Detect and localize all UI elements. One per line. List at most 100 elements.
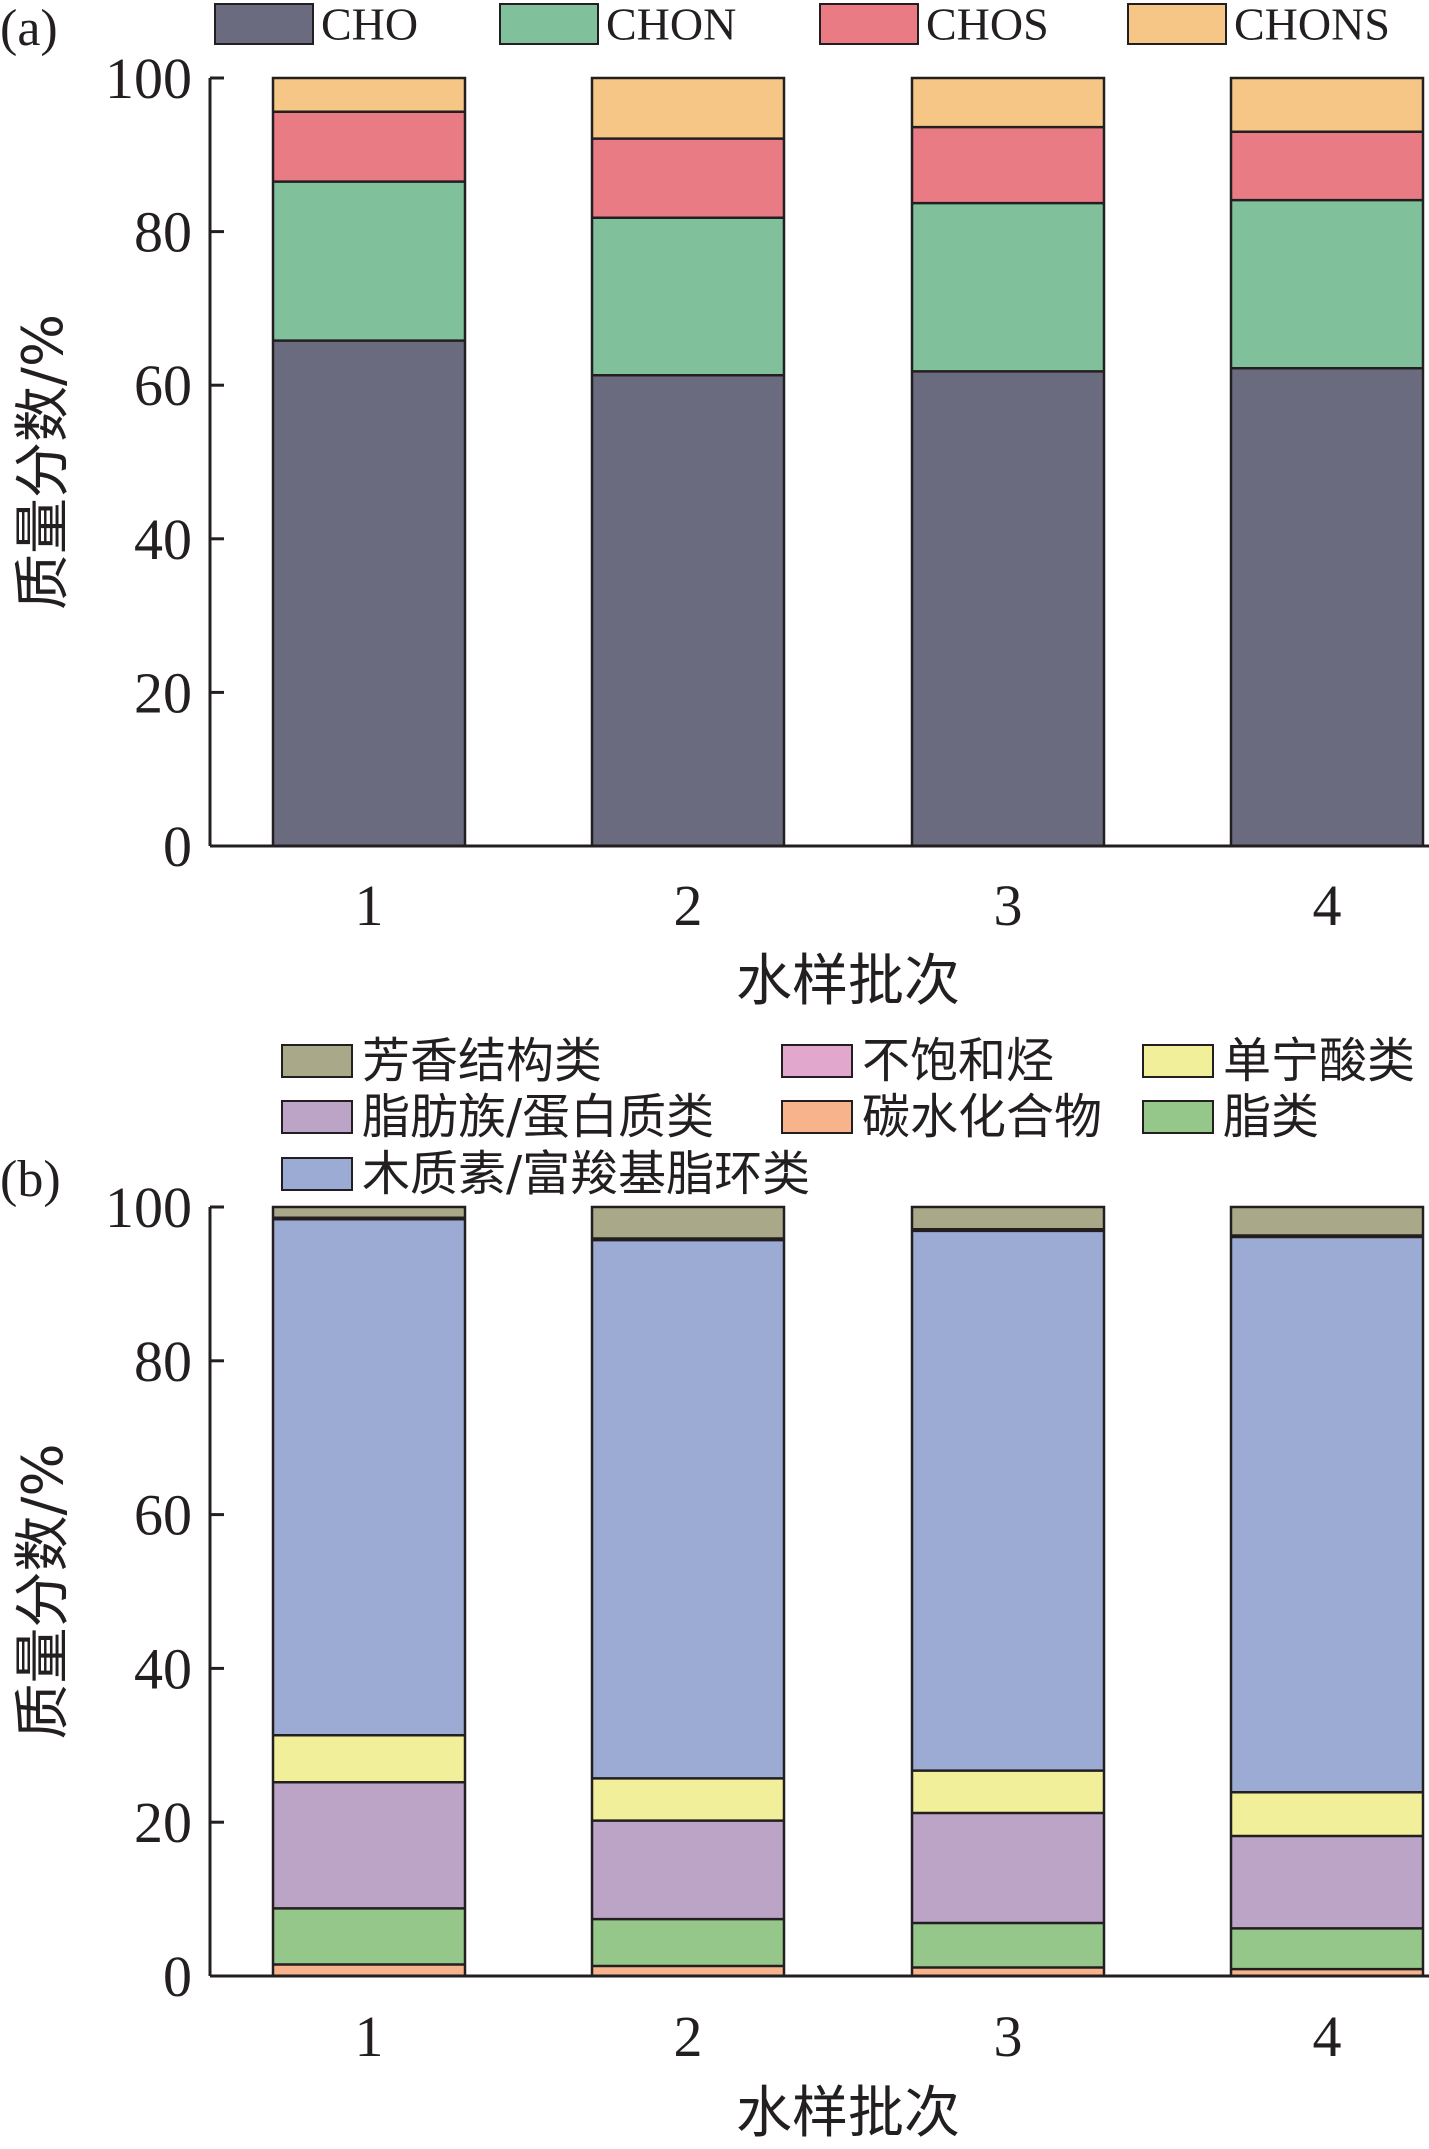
bar-segment (592, 138, 784, 218)
bar-segment (273, 1964, 465, 1976)
legend-swatch (499, 3, 599, 45)
legend-swatch (214, 3, 314, 45)
legend-swatch (281, 1157, 353, 1191)
y-tick-label: 60 (134, 353, 192, 418)
legend-label: CHON (606, 0, 736, 50)
legend-label: CHONS (1234, 0, 1390, 50)
bar-segment (912, 78, 1104, 128)
bar-segment (273, 111, 465, 182)
bar-segment (912, 1967, 1104, 1976)
x-axis-title: 水样批次 (736, 2081, 960, 2144)
bar-segment (273, 181, 465, 341)
legend-item: 木质素/富羧基脂环类 (281, 1146, 810, 1202)
x-tick-label: 2 (674, 2004, 703, 2069)
bar-segment (912, 1230, 1104, 1771)
bar-segment (592, 375, 784, 846)
legend-item: 单宁酸类 (1142, 1033, 1415, 1089)
bar-segment (273, 78, 465, 112)
legend-item: 脂肪族/蛋白质类 (281, 1089, 714, 1145)
legend-label: 单宁酸类 (1223, 1033, 1415, 1089)
legend-swatch (281, 1044, 353, 1078)
legend-swatch (1142, 1100, 1214, 1134)
legend-item: 脂类 (1142, 1089, 1319, 1145)
legend-swatch (781, 1100, 853, 1134)
bar-segment (912, 371, 1104, 846)
legend-item: 碳水化合物 (781, 1089, 1102, 1145)
x-tick-label: 3 (994, 873, 1023, 938)
x-tick-label: 1 (355, 2004, 384, 2069)
legend-item: CHO (214, 0, 418, 50)
bar-segment (273, 1219, 465, 1736)
bar-segment (1231, 1928, 1423, 1970)
y-tick-label: 60 (134, 1483, 192, 1548)
y-tick-label: 40 (134, 1636, 192, 1701)
bar-segment (1231, 1236, 1423, 1793)
bar-segment (1231, 1836, 1423, 1929)
bar-segment (273, 1207, 465, 1218)
y-tick-label: 20 (134, 660, 192, 725)
y-axis-title: 质量分数/% (11, 1443, 76, 1739)
x-axis-title: 水样批次 (736, 949, 960, 1014)
legend-item: 芳香结构类 (281, 1033, 602, 1089)
bar-segment (273, 340, 465, 846)
legend-item: CHONS (1127, 0, 1390, 50)
bar-segment (1231, 131, 1423, 201)
bar-segment (273, 1735, 465, 1783)
legend-label: 脂肪族/蛋白质类 (362, 1089, 714, 1145)
y-tick-label: 80 (134, 1329, 192, 1394)
legend-swatch (1142, 1044, 1214, 1078)
legend-label: CHOS (926, 0, 1049, 50)
legend-label: 芳香结构类 (362, 1033, 602, 1089)
y-tick-label: 0 (163, 814, 192, 879)
bar-segment (592, 1919, 784, 1967)
bar-segment (1231, 1792, 1423, 1837)
bar-segment (592, 1207, 784, 1239)
bar-segment (592, 1778, 784, 1821)
legend-item: CHOS (819, 0, 1049, 50)
bar-segment (912, 1922, 1104, 1968)
chart-panel-b: (b) 0 20 40 60 80 100 1 2 3 4 水样批次 质量分数/% 芳香结构类 不饱和烃 单宁… (0, 1033, 1429, 2146)
bar-segment (1231, 78, 1423, 132)
bar-segment (592, 1966, 784, 1976)
legend-label: 不饱和烃 (862, 1033, 1054, 1089)
bar-segment (1231, 1969, 1423, 1976)
bar-segment (1231, 200, 1423, 369)
legend-item: 不饱和烃 (781, 1033, 1054, 1089)
bar-segment (592, 217, 784, 376)
x-tick-label: 4 (1313, 873, 1342, 938)
chart-panel-a: (a) 0 20 40 60 80 100 1 2 3 4 水样批次 质量分数/% CHO CHON CHOS… (0, 0, 1429, 1014)
legend-swatch (281, 1100, 353, 1134)
y-tick-label: 20 (134, 1790, 192, 1855)
bar-segment (912, 203, 1104, 372)
legend-label: CHO (321, 0, 418, 50)
legend-label: 脂类 (1223, 1089, 1319, 1145)
y-axis-title: 质量分数/% (11, 314, 76, 610)
x-tick-label: 4 (1313, 2004, 1342, 2069)
bar-segment (1231, 368, 1423, 846)
bar-segment (592, 1240, 784, 1779)
legend-label: 木质素/富羧基脂环类 (362, 1146, 810, 1202)
bar-segment (592, 78, 784, 139)
y-tick-label: 40 (134, 507, 192, 572)
y-tick-label: 0 (163, 1944, 192, 2009)
x-tick-label: 2 (674, 873, 703, 938)
legend-swatch (1127, 3, 1227, 45)
bar-segment (273, 1782, 465, 1909)
legend-swatch (781, 1044, 853, 1078)
legend-swatch (819, 3, 919, 45)
bar-segment (912, 1207, 1104, 1230)
bar-segment (912, 1812, 1104, 1923)
bar-segment (1231, 1207, 1423, 1236)
y-tick-label: 100 (105, 46, 192, 111)
y-tick-label: 80 (134, 200, 192, 265)
panel-label: (b) (0, 1151, 61, 1208)
bar-segment (912, 127, 1104, 204)
legend-item: CHON (499, 0, 736, 50)
bar-segment (912, 1770, 1104, 1813)
y-tick-label: 100 (105, 1175, 192, 1240)
bar-segment (273, 1908, 465, 1965)
x-tick-label: 1 (355, 873, 384, 938)
panel-label: (a) (0, 0, 58, 57)
